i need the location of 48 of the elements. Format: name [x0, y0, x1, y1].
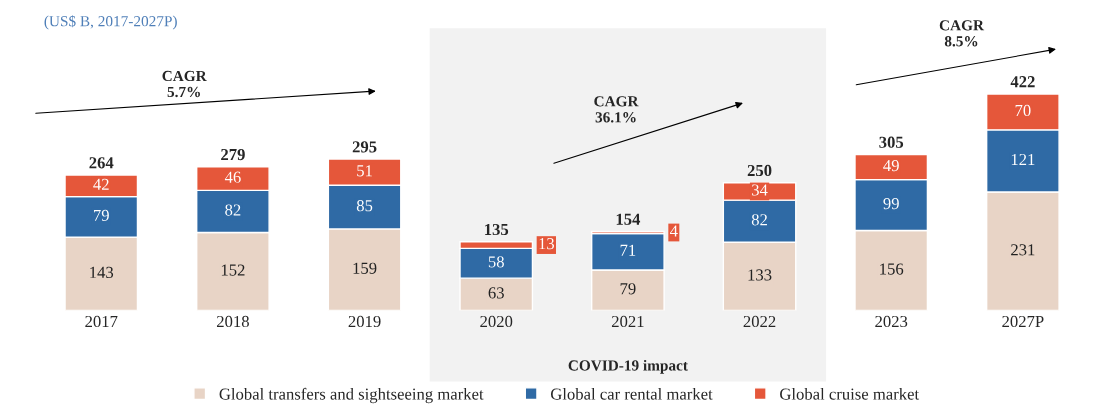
- legend-label: Global transfers and sightseeing market: [219, 387, 484, 404]
- data-label: 152: [221, 264, 245, 276]
- data-label: 49: [883, 160, 899, 172]
- data-label: 58: [488, 256, 504, 268]
- x-tick-label: 2023: [875, 315, 908, 328]
- total-label: 154: [616, 213, 641, 225]
- data-label: 99: [883, 198, 899, 210]
- band-label: COVID-19 impact: [568, 359, 688, 374]
- data-label: 85: [356, 200, 373, 212]
- data-label: 79: [94, 209, 109, 222]
- x-tick-label: 2017: [85, 315, 118, 328]
- data-label: 121: [1011, 153, 1035, 165]
- data-label: 231: [1011, 244, 1035, 256]
- data-label: 159: [353, 262, 377, 274]
- chart-title: (US$ B, 2017-2027P): [44, 15, 177, 30]
- data-label: 143: [90, 266, 114, 278]
- data-label: 34: [752, 184, 768, 196]
- data-label: 46: [224, 171, 241, 183]
- total-label: 422: [1010, 76, 1035, 88]
- total-label: 264: [89, 157, 114, 169]
- x-tick-label: 2020: [480, 315, 513, 328]
- x-tick-label: 2022: [743, 315, 776, 328]
- total-label: 305: [879, 136, 904, 148]
- data-label: 71: [620, 244, 636, 256]
- data-label: 51: [357, 165, 372, 177]
- total-label: 279: [221, 148, 245, 161]
- data-label: 82: [751, 214, 767, 226]
- x-tick-label: 2018: [216, 315, 249, 328]
- data-label: 42: [93, 178, 109, 190]
- legend-label: Global car rental market: [550, 387, 713, 400]
- x-tick-label: 2027P: [1002, 315, 1044, 328]
- x-tick-label: 2019: [348, 315, 381, 328]
- annotation: CAGR 36.1%: [594, 96, 639, 123]
- total-label: 250: [747, 164, 772, 177]
- text: CAGR 8.5%: [939, 20, 985, 47]
- total-label: 135: [485, 223, 509, 236]
- data-label: 133: [748, 269, 772, 281]
- total-label: 295: [352, 141, 377, 153]
- data-label: 79: [620, 283, 636, 295]
- data-label: 4: [669, 225, 678, 237]
- data-label: 63: [488, 287, 504, 299]
- annotation: CAGR 5.7%: [162, 70, 207, 98]
- data-label: 13: [539, 238, 555, 250]
- x-tick-label: 2021: [611, 315, 644, 328]
- data-label: 156: [880, 263, 904, 275]
- data-label: 70: [1015, 104, 1031, 117]
- data-label: 82: [225, 204, 241, 216]
- legend-label: Global cruise market: [780, 387, 920, 400]
